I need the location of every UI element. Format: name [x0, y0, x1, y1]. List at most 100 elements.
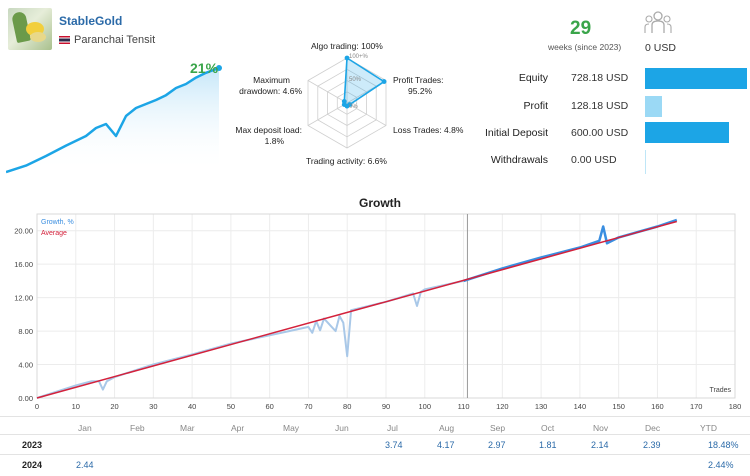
x-tick-label: 70 — [304, 402, 312, 411]
legend-average: Average — [41, 230, 67, 237]
x-tick-label: 100 — [419, 402, 432, 411]
month-header: Apr — [231, 423, 245, 433]
growth-sparkline — [6, 65, 222, 174]
growth-percent: 21% — [190, 60, 219, 76]
radar-axis — [346, 102, 387, 126]
stat-label-equity: Equity — [518, 72, 548, 84]
owner-name[interactable]: Paranchai Tensit — [74, 34, 156, 46]
x-tick-label: 110 — [458, 402, 470, 411]
signal-name[interactable]: StableGold — [59, 14, 123, 28]
weeks-label: weeks (since 2023) — [548, 42, 622, 52]
ytd-cell: 18.48% — [708, 440, 739, 450]
stat-label-initial-deposit: Initial Deposit — [484, 127, 548, 139]
table-row: 2023 3.74 4.17 2.97 1.81 2.14 2.39 18.48% — [0, 434, 750, 456]
x-tick-label: 160 — [651, 402, 664, 411]
radar-label-algo: Algo trading: 100% — [311, 41, 383, 51]
stat-label-profit: Profit — [523, 100, 548, 112]
stat-value-profit: 128.18 USD — [571, 100, 629, 112]
plot-frame — [36, 213, 736, 399]
month-header: Feb — [130, 423, 145, 433]
y-tick-label: 0.00 — [18, 394, 33, 403]
month-header: Jan — [78, 423, 92, 433]
stat-label-withdrawals: Withdrawals — [490, 154, 548, 166]
y-tick-label: 20.00 — [14, 227, 33, 236]
sparkline-area — [6, 68, 219, 172]
month-value-cell[interactable]: 1.81 — [539, 440, 557, 450]
x-tick-label: 80 — [343, 402, 351, 411]
sparkline-line — [6, 66, 220, 174]
radar-label-loss: Loss Trades: 4.8% — [393, 125, 464, 135]
stat-bar-equity — [645, 68, 747, 89]
radar-point — [344, 55, 350, 61]
stat-bar-profit — [645, 96, 662, 117]
ytd-cell: 2.44% — [708, 460, 734, 470]
subscribers-value: 0 USD — [645, 42, 676, 54]
radar-label-profit-value: 95.2% — [408, 86, 433, 96]
radar-scale-100: 100+% — [349, 54, 369, 60]
radar-scale-50: 50% — [349, 77, 362, 83]
thailand-flag-icon — [59, 36, 70, 44]
stat-value-initial-deposit: 600.00 USD — [571, 127, 629, 139]
month-header: Oct — [541, 423, 555, 433]
x-tick-label: 10 — [72, 402, 80, 411]
stat-bar-withdrawals — [645, 150, 646, 174]
subscribers-icon — [644, 11, 672, 33]
radar-chart: 100+% 50% 0% — [307, 54, 387, 149]
avatar[interactable] — [8, 8, 52, 50]
month-header: Jun — [335, 423, 349, 433]
x-tick-label: 180 — [729, 402, 742, 411]
growth-chart-title: Growth — [359, 196, 401, 210]
growth-chart[interactable]: 0 10 20 30 40 50 60 70 80 90 100 110 120 130 140 150 160… — [0, 208, 750, 415]
radar-point — [341, 99, 347, 104]
radar-axis — [307, 102, 348, 126]
y-tick-label: 4.00 — [18, 361, 33, 370]
x-tick-label: 170 — [690, 402, 703, 411]
radar-point — [381, 79, 387, 84]
radar-label-deposit-value: 1.8% — [264, 136, 284, 146]
month-value-cell[interactable]: 2.97 — [488, 440, 506, 450]
month-header: Dec — [645, 423, 661, 433]
y-tick-label: 16.00 — [14, 260, 33, 269]
month-value-cell[interactable]: 4.17 — [437, 440, 455, 450]
x-tick-label: 50 — [227, 402, 235, 411]
radar-label-drawdown-value: drawdown: 4.6% — [239, 86, 302, 96]
y-tick-label: 12.00 — [14, 294, 33, 303]
month-header: YTD — [700, 423, 717, 433]
stat-value-withdrawals: 0.00 USD — [571, 154, 617, 166]
month-header: Sep — [490, 423, 506, 433]
month-header: Jul — [387, 423, 398, 433]
month-header: May — [283, 423, 300, 433]
month-value-cell[interactable]: 2.44 — [76, 460, 94, 470]
x-tick-label: 30 — [149, 402, 157, 411]
x-tick-label: 40 — [188, 402, 196, 411]
radar-scale-0: 0% — [349, 104, 358, 110]
month-header: Aug — [439, 423, 455, 433]
table-row: 2024 2.44 2.44% — [0, 454, 750, 476]
month-header: Nov — [593, 423, 609, 433]
radar-label-profit: Profit Trades: — [393, 75, 444, 85]
x-tick-label: 0 — [35, 402, 39, 411]
y-tick-label: 8.00 — [18, 327, 33, 336]
x-tick-label: 130 — [535, 402, 548, 411]
radar-label-activity: Trading activity: 6.6% — [306, 156, 387, 166]
x-tick-label: 90 — [382, 402, 390, 411]
year-cell: 2024 — [22, 460, 43, 470]
x-tick-label: 140 — [574, 402, 587, 411]
month-value-cell[interactable]: 2.39 — [643, 440, 661, 450]
year-cell: 2023 — [22, 440, 43, 450]
month-value-cell[interactable]: 3.74 — [385, 440, 403, 450]
radar-axis — [307, 80, 348, 104]
average-series — [36, 220, 677, 399]
stat-bar-initial-deposit — [645, 122, 729, 143]
legend-growth: Growth, % — [41, 219, 74, 226]
stat-value-equity: 728.18 USD — [571, 72, 629, 84]
month-value-cell[interactable]: 2.14 — [591, 440, 609, 450]
radar-label-drawdown: Maximum — [253, 75, 290, 85]
x-tick-label: 120 — [496, 402, 509, 411]
weeks-count: 29 — [570, 18, 592, 39]
radar-label-deposit: Max deposit load: — [235, 125, 302, 135]
month-header: Mar — [180, 423, 195, 433]
x-tick-label: 150 — [612, 402, 625, 411]
x-axis-label: Trades — [709, 387, 731, 394]
x-tick-label: 60 — [265, 402, 273, 411]
